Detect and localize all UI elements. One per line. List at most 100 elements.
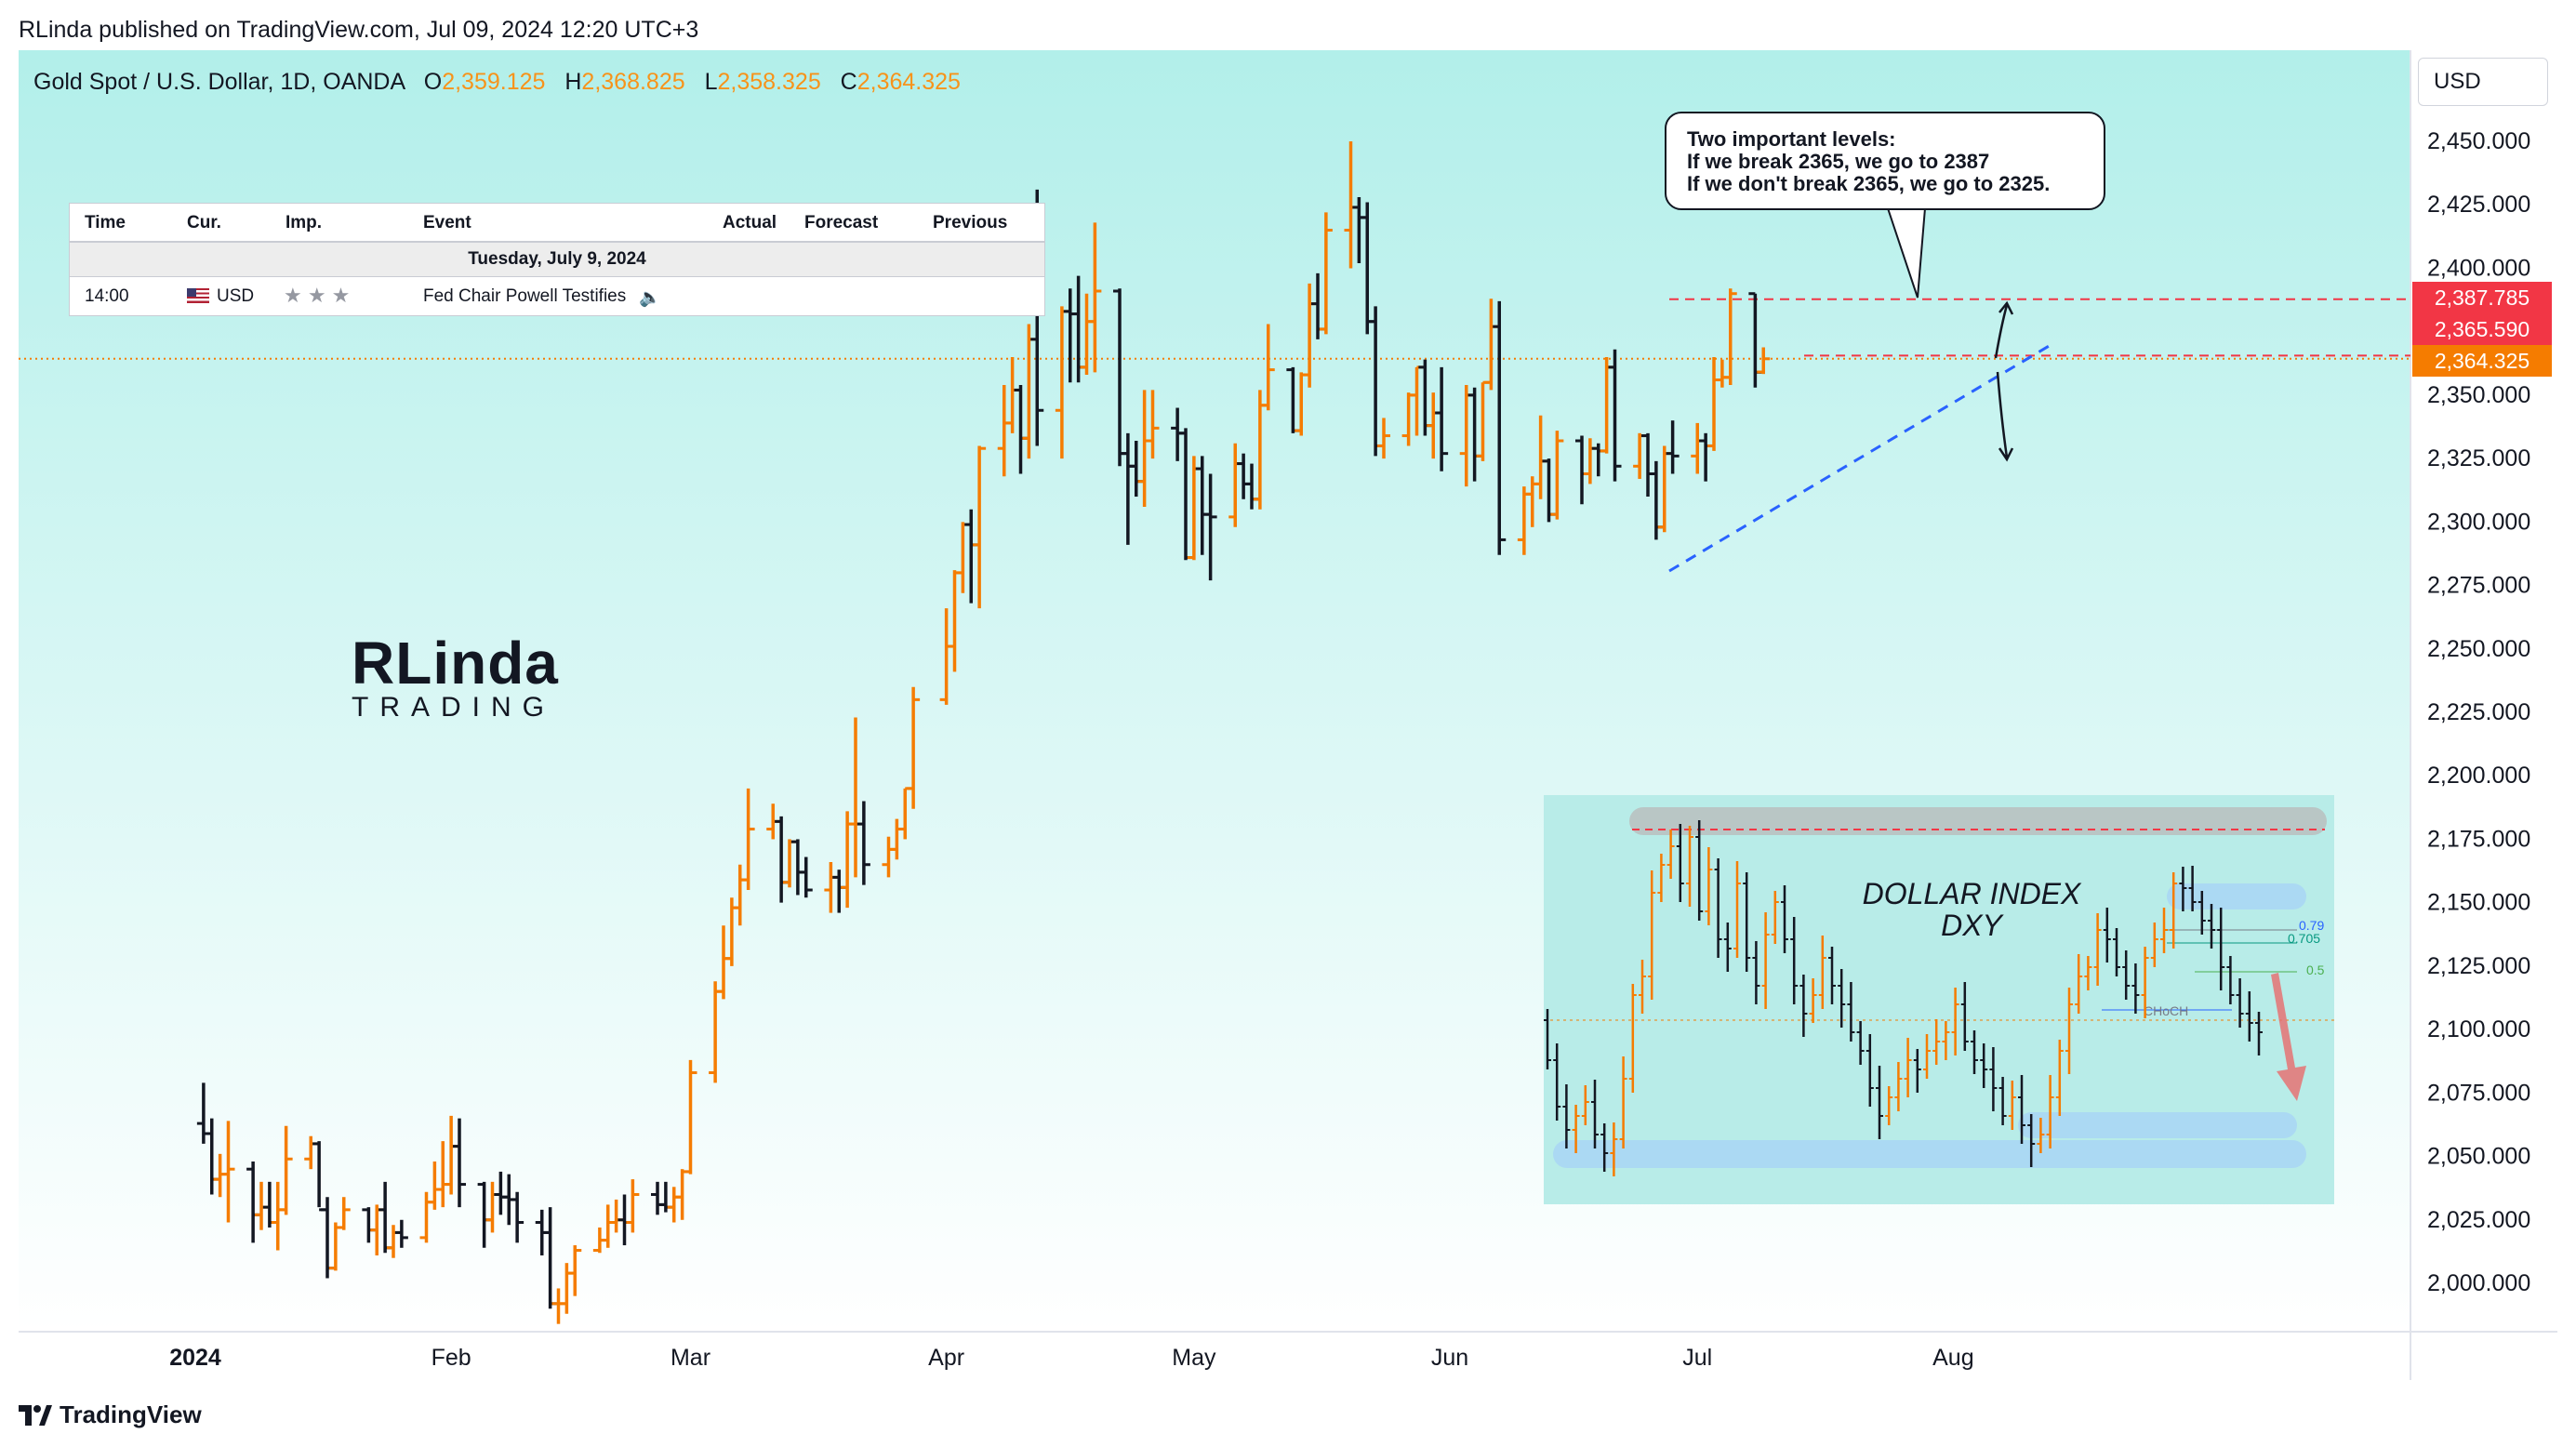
ohlc-bar <box>1435 366 1449 471</box>
y-tick-label: 2,425.000 <box>2427 192 2530 218</box>
dxy-inset-panel: 0.79 0.705 0.5 CHoCH <box>1544 795 2334 1204</box>
logo-line-1: RLinda <box>352 630 559 697</box>
ohlc-bar <box>511 1191 524 1243</box>
dxy-bar <box>1942 1021 1950 1060</box>
dxy-bar <box>1562 1084 1571 1148</box>
dxy-bar <box>2255 1012 2263 1055</box>
dxy-bar <box>2150 923 2158 967</box>
dxy-bar <box>1894 1062 1903 1111</box>
dxy-bar <box>2141 947 2149 1018</box>
speaker-icon[interactable]: 🔈 <box>639 288 661 308</box>
y-tick-label: 2,150.000 <box>2427 890 2530 916</box>
dxy-bar <box>1866 1034 1874 1107</box>
ohlc-bar <box>1608 349 1622 482</box>
y-tick-label: 2,050.000 <box>2427 1144 2530 1170</box>
dxy-bar <box>1714 858 1722 958</box>
dxy-bar <box>2160 908 2168 953</box>
ohlc-bar <box>1377 418 1390 459</box>
dxy-bar <box>2103 908 2111 962</box>
dxy-bar <box>1960 982 1969 1051</box>
y-tick-label: 2,125.000 <box>2427 953 2530 979</box>
currency-button[interactable]: USD <box>2418 58 2548 106</box>
ohlc-bar <box>1319 212 1333 335</box>
x-tick-label: May <box>1172 1345 1216 1371</box>
dxy-bar <box>2093 913 2102 986</box>
event-currency: USD <box>217 286 255 306</box>
dxy-title-line-1: DOLLAR INDEX <box>1862 877 2081 910</box>
dxy-bar <box>1705 847 1713 925</box>
symbol-legend[interactable]: Gold Spot / U.S. Dollar, 1D, OANDA O2,35… <box>33 69 961 96</box>
dxy-bar <box>2027 1114 2036 1167</box>
col-event: Event <box>423 213 471 232</box>
tradingview-label: TradingView <box>60 1401 202 1428</box>
ascending-trendline[interactable] <box>1668 343 2052 573</box>
dxy-support-zone-upper <box>2018 1112 2297 1138</box>
dxy-bar <box>1838 969 1846 1028</box>
dxy-bar <box>2046 1075 2054 1148</box>
y-tick-label: 2,450.000 <box>2427 128 2530 154</box>
dxy-bar <box>1628 984 1637 1093</box>
dxy-bar <box>2226 956 2235 1004</box>
y-tick-label: 2,400.000 <box>2427 255 2530 281</box>
calendar-date: Tuesday, July 9, 2024 <box>70 243 1044 277</box>
dxy-bar <box>1591 1080 1599 1148</box>
dxy-support-zone-lower <box>1553 1140 2306 1168</box>
price-tag: 2,364.325 <box>2412 345 2552 377</box>
dxy-bar <box>1600 1123 1609 1172</box>
col-time: Time <box>85 213 126 232</box>
low-value: 2,358.325 <box>717 69 821 95</box>
dxy-bar <box>2037 1118 2045 1153</box>
dxy-supply-zone <box>2167 883 2306 909</box>
ohlc-bar <box>1261 324 1275 411</box>
dxy-bar <box>2122 950 2131 1000</box>
dxy-bar <box>1695 820 1704 921</box>
y-tick-label: 2,275.000 <box>2427 573 2530 599</box>
tradingview-icon <box>19 1404 52 1426</box>
symbol-name: Gold Spot / U.S. Dollar, 1D, OANDA <box>33 69 405 95</box>
y-tick-label: 2,225.000 <box>2427 699 2530 725</box>
dxy-bar <box>1971 1030 1978 1074</box>
calendar-header: Time Cur. Imp. Event Actual Forecast Pre… <box>70 204 1044 243</box>
dxy-bar <box>2217 908 2225 990</box>
dxy-fib-05-label: 0.5 <box>2306 962 2325 977</box>
dxy-bar <box>1723 923 1732 972</box>
time-axis[interactable]: 2024 Feb Mar Apr May Jun Jul Aug <box>169 1345 1973 1371</box>
dxy-bar <box>1980 1043 1988 1088</box>
ohlc-bars <box>196 141 1771 1324</box>
us-flag-icon <box>187 288 209 303</box>
price-tag: 2,365.590 <box>2412 313 2552 345</box>
dxy-title: DOLLAR INDEX DXY <box>1786 878 2158 941</box>
ohlc-bar <box>1550 431 1564 520</box>
dxy-bar <box>2198 891 2206 935</box>
publish-info: RLinda published on TradingView.com, Jul… <box>19 17 699 43</box>
y-tick-label: 2,250.000 <box>2427 636 2530 662</box>
high-label: H <box>564 69 582 95</box>
x-tick-label: Apr <box>928 1345 964 1371</box>
dxy-fib-079-label: 0.79 <box>2299 918 2324 933</box>
low-label: L <box>704 69 718 95</box>
close-value: 2,364.325 <box>856 69 961 95</box>
dxy-choch-label: CHoCH <box>2144 1003 2188 1018</box>
callout-pointer <box>1887 207 1926 299</box>
dxy-bar <box>1799 975 1808 1037</box>
dxy-bar <box>2113 928 2120 976</box>
y-tick-label: 2,100.000 <box>2427 1016 2530 1042</box>
price-axis[interactable]: 2,450.0002,425.0002,400.0002,375.0002,35… <box>2427 128 2530 1296</box>
ohlc-bar <box>684 1059 697 1175</box>
dxy-bar <box>1818 936 1826 1009</box>
dxy-bar <box>1581 1085 1589 1125</box>
up-arrow <box>1994 300 2014 359</box>
dxy-bar <box>1856 1021 1865 1065</box>
dxy-resistance-zone <box>1629 807 2327 835</box>
dxy-bar <box>1666 830 1675 879</box>
dxy-bar <box>2179 867 2187 911</box>
col-actual: Actual <box>723 213 777 232</box>
dxy-bar <box>2170 872 2178 949</box>
x-tick-label: Mar <box>671 1345 710 1371</box>
y-tick-label: 2,025.000 <box>2427 1207 2530 1233</box>
annotations <box>1668 207 2052 573</box>
calendar-row[interactable]: 14:00 USD ★ ★ ★ Fed Chair Powell Testifi… <box>70 277 1044 314</box>
dxy-bar <box>1989 1047 1998 1111</box>
dxy-bar <box>1932 1019 1941 1065</box>
tradingview-logo[interactable]: TradingView <box>19 1401 202 1429</box>
